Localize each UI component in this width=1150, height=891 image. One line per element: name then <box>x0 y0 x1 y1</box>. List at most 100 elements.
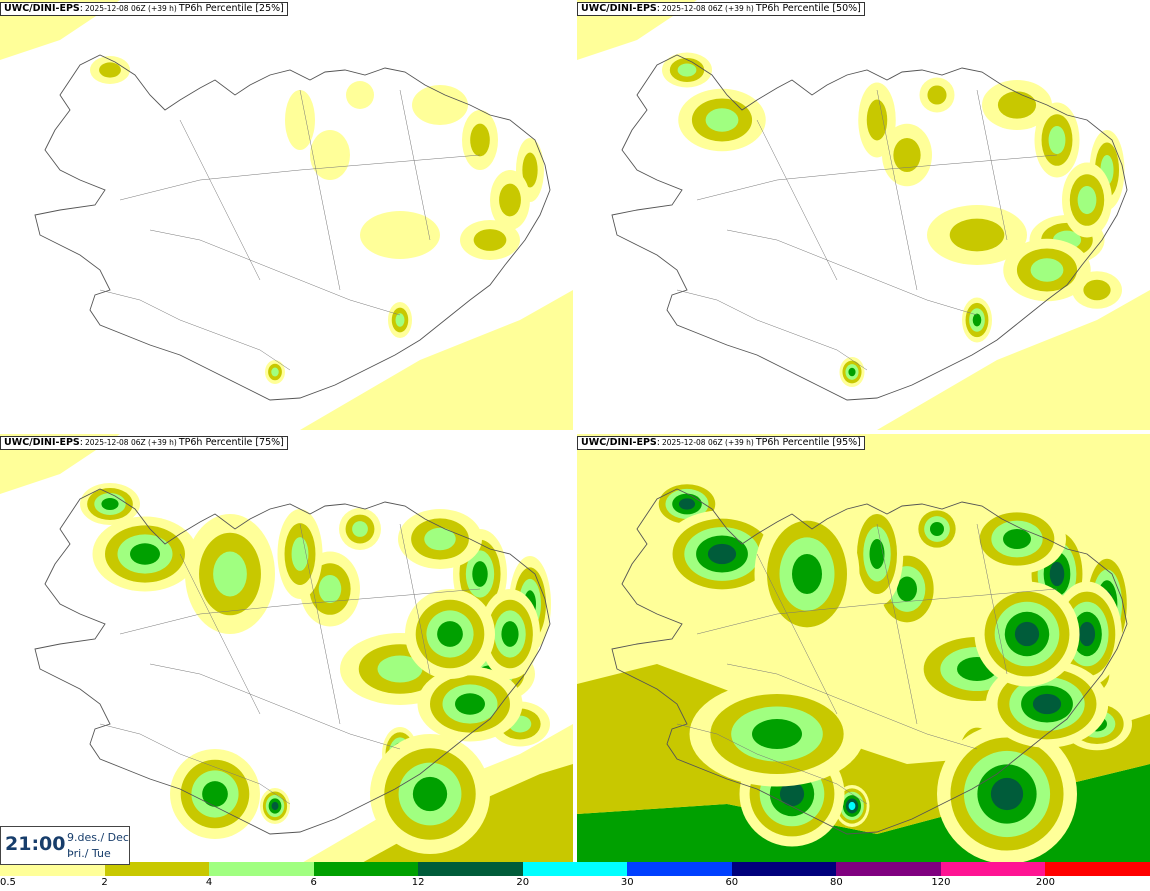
map-panel-p25: UWC/DINI-EPS: 2025-12-08 06Z (+39 h) TP6h … <box>0 0 573 430</box>
precip-contour <box>377 655 423 683</box>
precip-contour <box>395 313 405 327</box>
colorbar-segment <box>522 862 628 876</box>
colorbar-tick-label: 60 <box>725 877 739 888</box>
precip-contour <box>501 621 519 647</box>
model-name: UWC/DINI-EPS <box>4 437 80 448</box>
road-line <box>876 523 918 725</box>
precip-contour <box>424 527 456 551</box>
precip-contour <box>271 801 279 811</box>
precip-contour <box>893 137 921 173</box>
precip-contour <box>1077 185 1097 215</box>
precip-contour <box>318 574 342 604</box>
colorbar-tick-label: 120 <box>931 877 951 888</box>
precip-contour <box>346 81 374 109</box>
model-name: UWC/DINI-EPS <box>4 3 80 14</box>
road-line <box>756 553 838 715</box>
road-line <box>299 523 341 725</box>
road-line <box>99 289 291 371</box>
road-line <box>179 119 261 281</box>
precip-contour <box>972 313 982 327</box>
precip-contour <box>779 781 805 807</box>
precip-contour <box>792 554 822 594</box>
colorbar-segment <box>1045 862 1150 876</box>
precip-contour <box>1048 125 1066 155</box>
product-name: TP6h Percentile [50%] <box>755 3 861 14</box>
run-time: 2025-12-08 06Z (+39 h) <box>661 438 754 447</box>
colorbar-segment <box>209 862 314 876</box>
road-line <box>696 154 1058 201</box>
precip-contour <box>213 551 247 597</box>
precip-contour <box>360 211 440 259</box>
run-time: 2025-12-08 06Z (+39 h) <box>84 4 177 13</box>
colorbar-tick-label: 20 <box>516 877 530 888</box>
colorbar-tick-label: 6 <box>310 877 317 888</box>
road-line <box>149 229 401 316</box>
colorbar-ticks: 0.5 2 4 6 12 20 30 60 80 120 200 <box>0 877 1150 891</box>
precip-map <box>0 0 573 430</box>
precip-contour <box>930 522 944 536</box>
valid-date: 9.des./ Dec <box>67 831 129 844</box>
valid-weekday: Þri./ Tue <box>67 847 111 860</box>
road-line <box>99 723 291 805</box>
map-panel-p95: UWC/DINI-EPS: 2025-12-08 06Z (+39 h) TP6h … <box>577 434 1150 864</box>
model-name: UWC/DINI-EPS <box>581 3 657 14</box>
colorbar-segment <box>627 862 732 876</box>
precip-contour <box>412 85 468 125</box>
precip-contour <box>1003 529 1031 549</box>
precip-contour <box>499 183 521 217</box>
precip-contour <box>473 229 507 251</box>
product-name: TP6h Percentile [75%] <box>178 437 284 448</box>
precip-map <box>0 434 573 864</box>
model-name: UWC/DINI-EPS <box>581 437 657 448</box>
precip-contour <box>752 719 802 749</box>
precip-contour <box>455 693 485 715</box>
precip-contour <box>990 777 1024 811</box>
precip-contour <box>1032 693 1062 715</box>
colorbar-segment <box>836 862 941 876</box>
road-line <box>676 723 868 805</box>
precip-colorbar <box>0 862 1150 876</box>
precip-contour <box>285 90 315 150</box>
precip-contour <box>927 85 947 105</box>
precip-contour <box>1030 258 1064 282</box>
precip-contour <box>707 543 737 565</box>
colorbar-segment <box>104 862 210 876</box>
precip-contour <box>848 801 856 811</box>
product-name: TP6h Percentile [25%] <box>178 3 284 14</box>
precip-contour <box>522 152 538 188</box>
road-line <box>756 119 838 281</box>
panel-title: UWC/DINI-EPS: 2025-12-08 06Z (+39 h) TP6h … <box>577 2 865 16</box>
road-line <box>696 588 1058 635</box>
road-line <box>726 663 978 750</box>
precip-contour <box>412 776 448 812</box>
road-line <box>976 89 1008 241</box>
road-line <box>676 289 868 371</box>
panel-title: UWC/DINI-EPS: 2025-12-08 06Z (+39 h) TP6h … <box>0 2 288 16</box>
precip-contour <box>472 561 488 587</box>
colorbar-segment <box>418 862 523 876</box>
product-name: TP6h Percentile [95%] <box>755 437 861 448</box>
coastline <box>34 488 551 835</box>
coastline <box>34 54 551 401</box>
precip-contour <box>1049 561 1065 587</box>
colorbar-segment <box>313 862 419 876</box>
colorbar-segment <box>940 862 1046 876</box>
colorbar-tick-label: 4 <box>205 877 213 888</box>
road-line <box>876 89 918 291</box>
colorbar-tick-label: 200 <box>1035 877 1055 888</box>
colorbar-tick-label: 30 <box>620 877 634 888</box>
colorbar-tick-label: 0.5 <box>0 877 16 888</box>
road-line <box>149 663 401 750</box>
coastline <box>611 488 1128 835</box>
road-line <box>399 89 431 241</box>
road-line <box>119 154 481 201</box>
panel-title: UWC/DINI-EPS: 2025-12-08 06Z (+39 h) TP6h … <box>0 436 288 450</box>
precip-contour <box>705 108 739 132</box>
colorbar-segment <box>731 862 837 876</box>
colorbar-tick-label: 12 <box>411 877 425 888</box>
precip-contour <box>271 367 279 377</box>
precip-contour <box>437 621 463 647</box>
precip-contour <box>130 543 160 565</box>
road-line <box>976 523 1008 675</box>
precip-map <box>577 0 1150 430</box>
